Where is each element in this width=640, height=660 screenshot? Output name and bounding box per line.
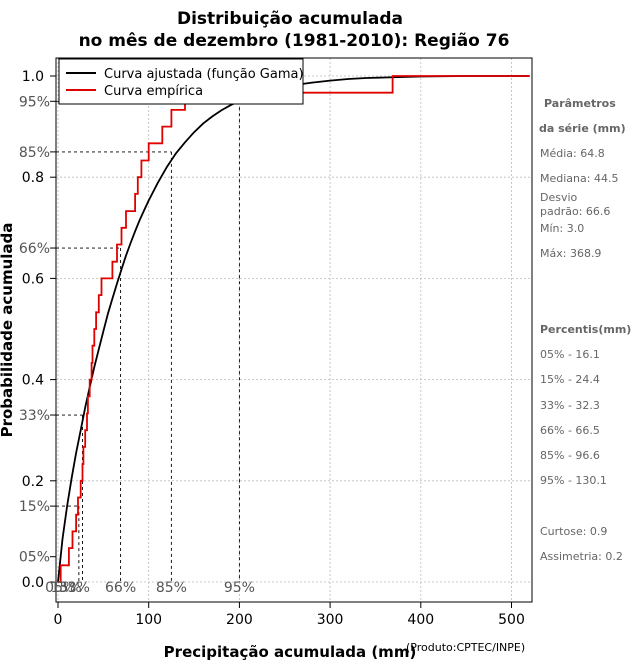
percentile-bottom-label: 85%	[156, 580, 187, 596]
pct-15: 15% - 24.4	[540, 373, 600, 386]
pct-66: 66% - 66.5	[540, 424, 600, 437]
legend: Curva ajustada (função Gama) Curva empír…	[58, 58, 304, 105]
stat-assimetria: Assimetria: 0.2	[540, 550, 623, 563]
percentile-bottom-label: 66%	[105, 580, 136, 596]
stat-media: Média: 64.8	[540, 147, 605, 160]
x-tick-label: 400	[407, 612, 434, 628]
percentile-tick-label: 85%	[19, 145, 50, 161]
product-credit: (Produto:CPTEC/INPE)	[406, 641, 525, 654]
grid	[56, 58, 532, 602]
legend-label-empirical: Curva empírica	[104, 84, 203, 99]
stat-desvio-line2: padrão: 66.6	[540, 205, 610, 218]
statistics-panel: Parâmetros da série (mm) Média: 64.8 Med…	[539, 97, 631, 563]
percentile-bottom-label: 95%	[224, 580, 255, 596]
curves	[57, 75, 530, 583]
stat-min: Mín: 3.0	[540, 222, 584, 235]
plot-frame	[55, 57, 533, 603]
x-tick-label: 300	[317, 612, 344, 628]
pct-85: 85% - 96.6	[540, 449, 600, 462]
x-tick-label: 100	[135, 612, 162, 628]
stat-desvio-line1: Desvio	[540, 191, 578, 204]
y-tick-label: 0.6	[22, 271, 44, 287]
x-tick-label: 0	[54, 612, 63, 628]
chart-title: Distribuição acumulada	[177, 9, 403, 29]
params-heading-line1: Parâmetros	[544, 97, 616, 110]
y-tick-label: 0.4	[22, 373, 44, 389]
stat-max: Máx: 368.9	[540, 247, 601, 260]
percentile-bottom-label: 05%	[45, 580, 76, 596]
percentile-tick-label: 66%	[19, 241, 50, 257]
x-axis-title: Precipitação acumulada (mm)	[164, 643, 417, 660]
stat-mediana: Mediana: 44.5	[540, 172, 618, 185]
y-tick-label: 0.2	[22, 474, 44, 490]
percentile-labels-bottom: 05%15%33% 66% 85% 95%	[45, 580, 255, 596]
legend-label-fitted: Curva ajustada (função Gama)	[104, 67, 304, 82]
pct-05: 05% - 16.1	[540, 348, 600, 361]
percentiles-heading: Percentis(mm)	[540, 323, 631, 336]
percentile-tick-label: 05%	[19, 550, 50, 566]
x-tick-label: 200	[226, 612, 253, 628]
chart-subtitle: no mês de dezembro (1981-2010): Região 7…	[79, 31, 510, 51]
percentile-bottom-label: 33%	[59, 580, 90, 596]
stat-curtose: Curtose: 0.9	[540, 525, 607, 538]
pct-33: 33% - 32.3	[540, 399, 600, 412]
empirical-step-curve	[58, 75, 530, 583]
percentile-tick-label: 95%	[19, 94, 50, 110]
y-tick-label: 0.8	[22, 170, 44, 186]
legend-box	[58, 58, 304, 105]
y-axis: 0.0 0.2 0.4 0.6 0.8 1.0 05% 15% 33% 66% 85% 95%	[19, 69, 56, 591]
y-tick-label: 1.0	[22, 69, 44, 85]
params-heading-line2: da série (mm)	[539, 122, 626, 135]
y-axis-title: Probabilidade acumulada	[0, 223, 16, 438]
x-tick-label: 500	[498, 612, 525, 628]
pct-95: 95% - 130.1	[540, 474, 607, 487]
y-tick-label: 0.0	[22, 575, 44, 591]
percentile-bottom-label: 15%	[51, 580, 82, 596]
percentile-tick-label: 15%	[19, 499, 50, 515]
percentile-guide-lines	[56, 100, 240, 582]
percentile-tick-label: 33%	[19, 408, 50, 424]
x-axis: 0 100 200 300 400 500	[54, 602, 525, 628]
